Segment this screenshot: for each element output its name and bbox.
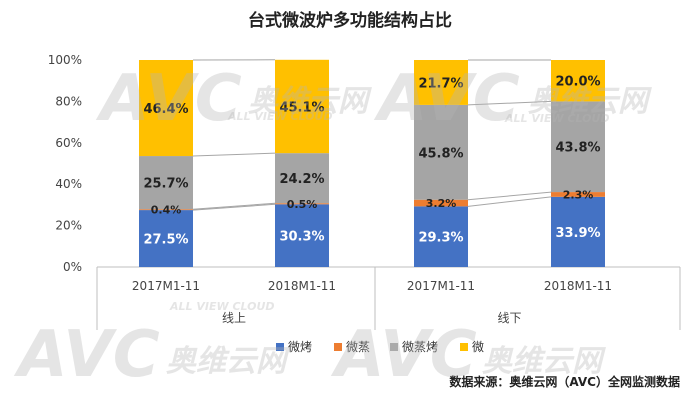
bar-segment [551, 192, 605, 197]
bar-segment [551, 60, 605, 102]
bar-segment [414, 60, 468, 105]
y-tick-label: 60% [55, 136, 82, 150]
y-tick-label: 100% [48, 53, 82, 67]
y-tick-label: 80% [55, 94, 82, 108]
legend-swatch [334, 343, 342, 351]
connector-line [467, 196, 552, 207]
bar-segment [139, 60, 193, 157]
data-label: 25.7% [143, 177, 188, 192]
x-tick-label: 2017M1-11 [407, 279, 475, 293]
data-label: 21.7% [418, 76, 463, 91]
bar-segment [551, 101, 605, 193]
legend-label: 微 [472, 340, 484, 354]
x-tick-label: 2017M1-11 [132, 279, 200, 293]
bar-segment [275, 153, 329, 204]
x-tick-label: 2018M1-11 [268, 279, 336, 293]
group-label: 线下 [497, 311, 521, 325]
connector-line [192, 202, 276, 210]
bar-segment [139, 210, 193, 267]
legend-swatch [390, 343, 398, 351]
bar-segment [139, 156, 193, 210]
y-tick-label: 0% [63, 260, 82, 274]
legend-label: 微烤 [288, 339, 312, 354]
legend-swatch [460, 343, 468, 351]
connector-line [192, 203, 276, 211]
bar-segment [139, 209, 193, 211]
data-source-note: 数据来源：奥维云网（AVC）全网监测数据 [449, 375, 680, 389]
data-label: 45.1% [279, 100, 324, 115]
data-label: 27.5% [143, 233, 188, 248]
bar-segment [275, 204, 329, 267]
data-label: 43.8% [555, 141, 600, 156]
bar-segment [414, 104, 468, 200]
data-label: 20.0% [555, 75, 600, 90]
bar-segment [275, 59, 329, 154]
data-label: 33.9% [555, 226, 600, 241]
data-label: 0.4% [151, 204, 182, 217]
data-label: 0.5% [287, 198, 318, 211]
connector-line [467, 100, 552, 106]
legend-swatch [276, 343, 284, 351]
data-label: 2.3% [563, 188, 594, 201]
data-label: 3.2% [426, 197, 457, 210]
connector-line [467, 191, 552, 201]
chart-title: 台式微波炉多功能结构占比 [248, 11, 452, 31]
data-label: 46.4% [143, 102, 188, 117]
legend-label: 微蒸烤 [402, 339, 438, 354]
legend-label: 微蒸 [346, 340, 370, 354]
bar-segment [414, 206, 468, 267]
connector-line [192, 152, 276, 157]
data-label: 24.2% [279, 172, 324, 187]
data-label: 30.3% [279, 230, 324, 245]
bar-segment [275, 203, 329, 205]
x-tick-label: 2018M1-11 [544, 279, 612, 293]
data-label: 29.3% [418, 231, 463, 246]
data-label: 45.8% [418, 146, 463, 161]
bar-segment [414, 199, 468, 207]
y-tick-label: 20% [55, 219, 82, 233]
group-label: 线上 [222, 311, 246, 325]
bar-segment [551, 196, 605, 267]
y-tick-label: 40% [55, 177, 82, 191]
